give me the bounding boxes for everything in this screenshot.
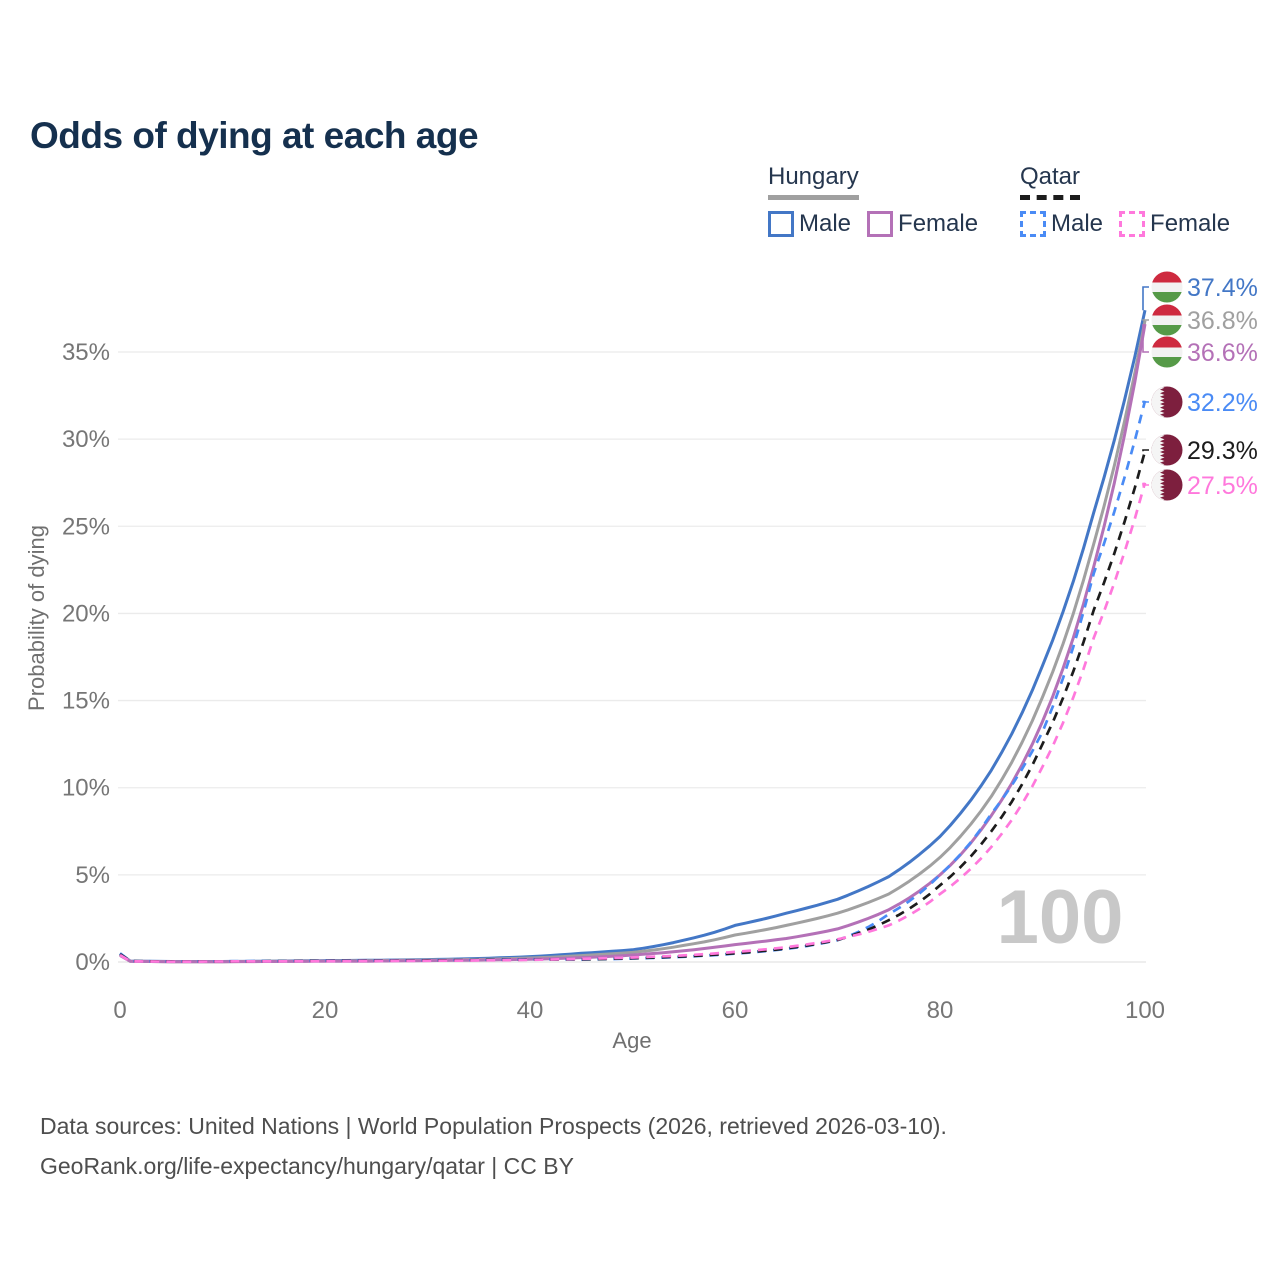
gridlines (118, 351, 1146, 963)
x-axis-ticks: 0 20 40 60 80 100 (113, 997, 1165, 1024)
end-label-hungary-female: 36.6% (1151, 336, 1258, 368)
series-line-hungary-both[interactable] (119, 320, 1147, 964)
x-tick-label: 100 (1125, 997, 1165, 1024)
legend-item-hungary-male[interactable]: Male (768, 210, 851, 238)
attribution-line: GeoRank.org/life-expectancy/hungary/qata… (40, 1153, 574, 1179)
legend-group-qatar: Qatar Male Female (1020, 163, 1230, 238)
legend-label: Female (1150, 210, 1231, 237)
series-line-qatar-both[interactable] (119, 450, 1147, 963)
series-line-hungary-male[interactable] (119, 309, 1147, 963)
page-title: Odds of dying at each age (30, 114, 479, 156)
y-tick-label: 25% (62, 513, 110, 540)
line-swatch-qatar-female-icon (1119, 211, 1146, 237)
y-tick-label: 0% (75, 949, 110, 976)
label-connectors (1142, 286, 1149, 486)
label-connector (1142, 449, 1149, 452)
end-label-value: 36.6% (1187, 339, 1258, 367)
x-tick-label: 60 (722, 997, 749, 1024)
series-line-qatar-male[interactable] (119, 400, 1147, 963)
end-label-qatar-both: 29.3% (1151, 434, 1258, 466)
y-tick-label: 30% (62, 426, 110, 453)
x-tick-label: 20 (312, 997, 339, 1024)
footer: Data sources: United Nations | World Pop… (40, 1106, 947, 1186)
legend-item-qatar-female[interactable]: Female (1119, 210, 1230, 238)
y-tick-label: 35% (62, 339, 110, 366)
legend-label: Male (1051, 210, 1104, 237)
end-label-hungary-both: 36.8% (1151, 304, 1258, 336)
x-tick-label: 80 (927, 997, 954, 1024)
line-swatch-hungary-male-icon (768, 211, 794, 237)
y-tick-label: 20% (62, 600, 110, 627)
series-line-qatar-female[interactable] (119, 482, 1147, 964)
data-source-line: Data sources: United Nations | World Pop… (40, 1113, 947, 1139)
watermark-age-100: 100 (997, 875, 1124, 960)
legend-item-hungary-female[interactable]: Female (867, 210, 978, 238)
legend-country-hungary: Hungary (768, 163, 859, 200)
y-axis-ticks: 0% 5% 10% 15% 20% 25% 30% 35% (62, 339, 110, 976)
label-connector (1142, 400, 1149, 403)
end-label-qatar-female: 27.5% (1151, 469, 1258, 501)
series-line-hungary-female[interactable] (119, 323, 1147, 964)
y-tick-label: 5% (75, 862, 110, 889)
end-label-value: 36.8% (1187, 307, 1258, 335)
qatar-flag-icon (1151, 434, 1183, 466)
end-label-qatar-male: 32.2% (1151, 386, 1258, 418)
hungary-flag-icon (1151, 271, 1183, 303)
x-tick-label: 40 (517, 997, 544, 1024)
label-connector (1142, 324, 1149, 353)
legend-country-qatar: Qatar (1020, 163, 1081, 200)
series-lines (119, 309, 1147, 964)
end-label-hungary-male: 37.4% (1151, 271, 1258, 303)
legend-label: Female (898, 210, 979, 237)
y-tick-label: 10% (62, 775, 110, 802)
end-label-value: 37.4% (1187, 274, 1258, 302)
line-swatch-qatar-male-icon (1020, 211, 1046, 237)
end-label-value: 27.5% (1187, 472, 1258, 500)
x-tick-label: 0 (113, 997, 126, 1024)
qatar-flag-icon (1151, 386, 1183, 418)
legend-label: Male (799, 210, 852, 237)
legend-item-qatar-male[interactable]: Male (1020, 210, 1103, 238)
qatar-flag-icon (1151, 469, 1183, 501)
x-axis-title: Age (612, 1028, 651, 1053)
legend-group-hungary: Hungary Male Female (768, 163, 978, 238)
hungary-flag-icon (1151, 336, 1183, 368)
end-label-value: 29.3% (1187, 437, 1258, 465)
hungary-flag-icon (1151, 304, 1183, 336)
y-tick-label: 15% (62, 688, 110, 715)
label-connector (1142, 319, 1149, 321)
y-axis-title: Probability of dying (24, 525, 49, 711)
end-label-value: 32.2% (1187, 389, 1258, 417)
line-swatch-hungary-female-icon (867, 211, 894, 237)
label-connector (1142, 286, 1149, 311)
label-connector (1142, 482, 1149, 486)
